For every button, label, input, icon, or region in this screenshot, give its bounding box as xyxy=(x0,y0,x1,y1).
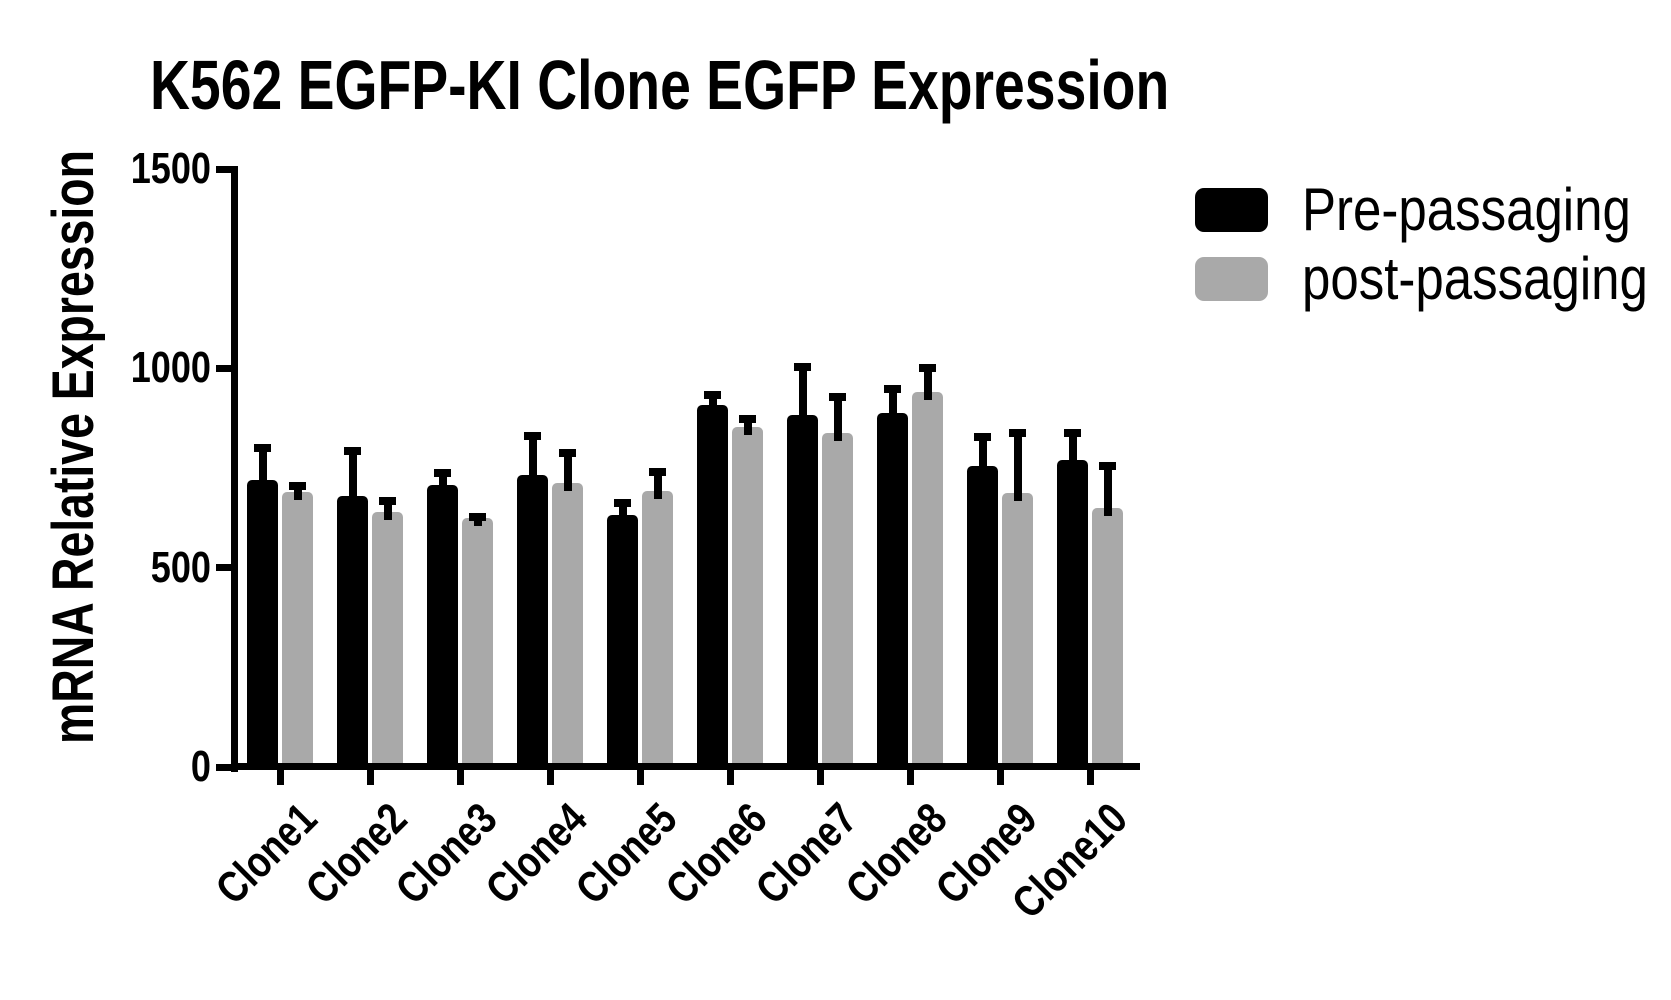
x-axis-tick-clone8 xyxy=(906,770,914,785)
error-bar-cap-post-clone2 xyxy=(379,496,396,505)
y-axis-tick-1500 xyxy=(216,165,231,173)
bar-post-clone7 xyxy=(822,433,853,770)
error-bar-post-clone6 xyxy=(743,414,752,435)
x-axis-label-clone8: Clone8 xyxy=(836,794,957,914)
bar-post-clone3 xyxy=(462,518,493,770)
error-bar-post-clone4 xyxy=(563,449,572,492)
error-bar-pre-clone9 xyxy=(978,433,987,474)
error-bar-pre-clone1 xyxy=(258,444,267,488)
y-axis-tick-label-0: 0 xyxy=(190,742,211,791)
error-bar-cap-post-clone3 xyxy=(469,512,486,521)
error-bar-cap-post-clone4 xyxy=(559,449,576,458)
bar-pre-clone5 xyxy=(607,514,638,770)
y-axis-tick-label-1500: 1500 xyxy=(130,144,211,193)
legend-swatch-post-passaging xyxy=(1195,257,1268,301)
error-bar-pre-clone3 xyxy=(438,469,447,494)
error-bar-pre-clone6 xyxy=(708,390,717,413)
bar-post-clone1 xyxy=(282,491,313,770)
error-bar-post-clone1 xyxy=(293,481,302,500)
error-bar-cap-post-clone10 xyxy=(1099,461,1116,470)
x-axis-tick-clone7 xyxy=(816,770,824,785)
error-bar-cap-post-clone8 xyxy=(919,363,936,372)
error-bar-cap-pre-clone8 xyxy=(884,385,901,394)
error-bar-cap-pre-clone2 xyxy=(344,446,361,455)
bar-pre-clone8 xyxy=(877,413,908,770)
error-bar-cap-pre-clone6 xyxy=(704,390,721,399)
y-axis-tick-1000 xyxy=(216,364,231,372)
bar-post-clone5 xyxy=(642,490,673,770)
x-axis-label-clone4: Clone4 xyxy=(476,794,597,914)
error-bar-cap-post-clone7 xyxy=(829,393,846,402)
y-axis-tick-500 xyxy=(216,564,231,572)
bar-post-clone4 xyxy=(552,483,583,770)
x-axis-label-clone5: Clone5 xyxy=(566,794,687,914)
y-axis-line xyxy=(231,166,238,772)
bar-post-clone8 xyxy=(912,391,943,770)
bar-pre-clone2 xyxy=(337,495,368,770)
error-bar-cap-pre-clone1 xyxy=(254,444,271,453)
error-bar-cap-pre-clone9 xyxy=(974,433,991,442)
x-axis-label-clone2: Clone2 xyxy=(296,794,417,914)
bar-pre-clone4 xyxy=(517,474,548,770)
legend-label-pre-passaging: Pre-passaging xyxy=(1302,176,1631,243)
error-bar-post-clone5 xyxy=(653,467,662,499)
bar-post-clone9 xyxy=(1002,493,1033,770)
bar-pre-clone7 xyxy=(787,414,818,770)
error-bar-post-clone10 xyxy=(1103,461,1112,517)
error-bar-post-clone2 xyxy=(383,496,392,521)
error-bar-cap-post-clone1 xyxy=(289,481,306,490)
x-axis-tick-clone2 xyxy=(366,770,374,785)
x-axis-label-clone6: Clone6 xyxy=(656,794,777,914)
x-axis-tick-clone10 xyxy=(1086,770,1094,785)
error-bar-cap-post-clone6 xyxy=(739,414,756,423)
bar-pre-clone9 xyxy=(967,466,998,770)
error-bar-cap-pre-clone3 xyxy=(434,469,451,478)
x-axis-tick-clone9 xyxy=(996,770,1004,785)
bar-post-clone2 xyxy=(372,512,403,770)
bar-post-clone10 xyxy=(1092,508,1123,770)
legend-swatch-pre-passaging xyxy=(1195,188,1268,232)
x-axis-tick-clone5 xyxy=(636,770,644,785)
error-bar-pre-clone4 xyxy=(528,431,537,483)
bar-pre-clone6 xyxy=(697,405,728,770)
chart-title: K562 EGFP-KI Clone EGFP Expression xyxy=(150,46,1170,124)
y-axis-tick-label-1000: 1000 xyxy=(130,343,211,393)
bar-pre-clone1 xyxy=(247,479,278,770)
x-axis-line xyxy=(231,763,1140,770)
x-axis-label-clone3: Clone3 xyxy=(386,794,507,914)
x-axis-label-clone1: Clone1 xyxy=(206,794,327,914)
y-axis-tick-label-500: 500 xyxy=(150,542,211,592)
bar-pre-clone10 xyxy=(1057,460,1088,770)
error-bar-pre-clone7 xyxy=(798,363,807,423)
y-axis-title: mRNA Relative Expression xyxy=(41,150,106,745)
error-bar-cap-pre-clone5 xyxy=(614,498,631,507)
legend-label-post-passaging: post-passaging xyxy=(1302,245,1648,312)
error-bar-cap-post-clone5 xyxy=(649,467,666,476)
x-axis-tick-clone1 xyxy=(276,770,284,785)
error-bar-post-clone7 xyxy=(833,393,842,442)
x-axis-tick-clone4 xyxy=(546,770,554,785)
error-bar-pre-clone5 xyxy=(618,498,627,523)
x-axis-tick-clone6 xyxy=(726,770,734,785)
x-axis-label-clone7: Clone7 xyxy=(746,794,867,914)
legend-item-pre-passaging: Pre-passaging xyxy=(1195,180,1671,240)
error-bar-cap-post-clone9 xyxy=(1009,428,1026,437)
error-bar-cap-pre-clone10 xyxy=(1064,428,1081,437)
error-bar-post-clone8 xyxy=(923,363,932,400)
bar-pre-clone3 xyxy=(427,485,458,770)
legend-item-post-passaging: post-passaging xyxy=(1195,249,1671,309)
error-bar-post-clone9 xyxy=(1013,428,1022,502)
x-axis-tick-clone3 xyxy=(456,770,464,785)
y-axis-tick-0 xyxy=(216,763,231,771)
error-bar-pre-clone8 xyxy=(888,385,897,422)
bar-post-clone6 xyxy=(732,426,763,770)
error-bar-cap-pre-clone4 xyxy=(524,431,541,440)
error-bar-pre-clone2 xyxy=(348,446,357,504)
error-bar-cap-pre-clone7 xyxy=(794,363,811,372)
error-bar-pre-clone10 xyxy=(1068,428,1077,469)
